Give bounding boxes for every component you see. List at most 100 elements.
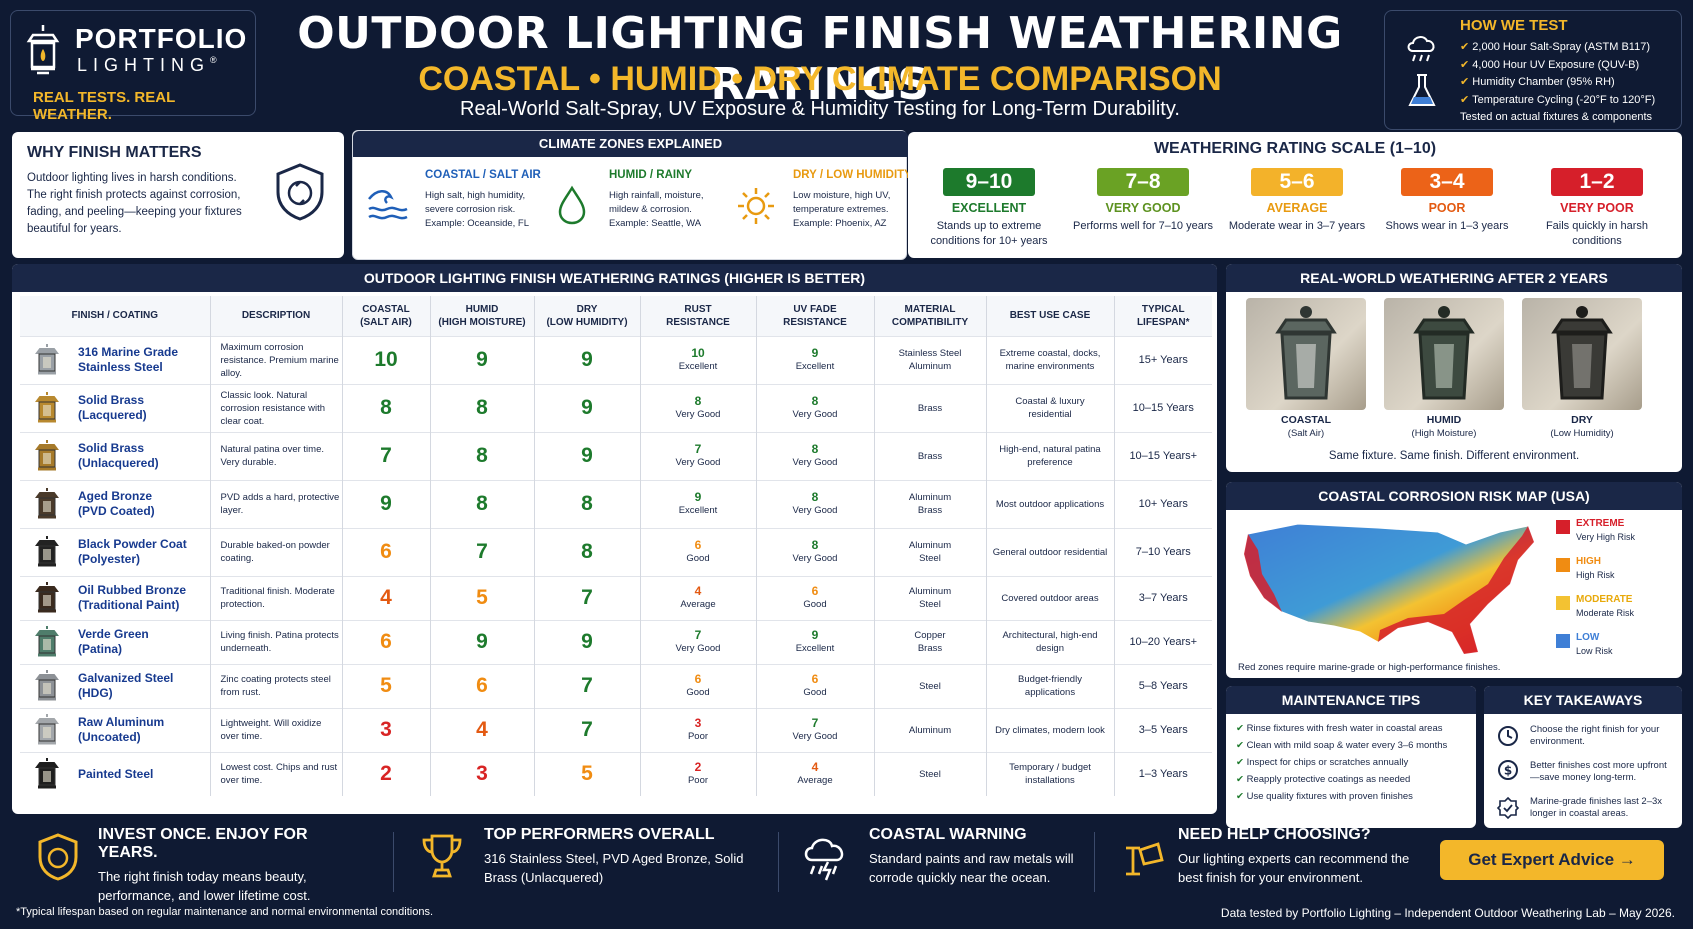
dry-rating: 8 <box>533 479 640 528</box>
zone-humid: HUMID / RAINY High rainfall, moisture, m… <box>543 165 728 257</box>
why-finish-panel: WHY FINISH MATTERS Outdoor lighting live… <box>12 132 344 258</box>
waves-icon <box>368 190 408 220</box>
scale-item: 1–2 VERY POOR Fails quickly in harsh condi… <box>1545 168 1649 247</box>
get-expert-advice-button[interactable]: Get Expert Advice → <box>1440 840 1664 880</box>
coastal-rating: 4 <box>341 575 430 620</box>
lantern-icon <box>35 758 59 789</box>
finish-name: Raw Aluminum (Uncoated) <box>78 715 165 744</box>
footer-need-help: NEED HELP CHOOSING? Our lighting experts … <box>1178 826 1410 885</box>
coastal-rating: 3 <box>341 707 430 752</box>
uv-rating: 9 Excellent <box>755 335 874 384</box>
takeaway-item: Choose the right finish for your environ… <box>1530 724 1660 747</box>
lifespan: 3–5 Years <box>1113 707 1212 752</box>
realworld-title: REAL-WORLD WEATHERING AFTER 2 YEARS <box>1226 264 1682 292</box>
zone-text: Low moisture, high UV, temperature extre… <box>793 190 891 229</box>
risk-map-panel: COASTAL CORROSION RISK MAP (USA) EXTREME… <box>1226 482 1682 678</box>
finish-description: Lowest cost. Chips and rust over time. <box>209 751 342 796</box>
uv-rating: 8 Very Good <box>755 431 874 480</box>
finish-description: Lightweight. Will oxidize over time. <box>209 707 342 752</box>
table-row: Aged Bronze (PVD Coated) PVD adds a hard,… <box>20 479 1212 528</box>
brand-reg: ® <box>210 55 217 65</box>
column-header: FINISH / COATING <box>20 296 210 336</box>
zone-coastal: COASTAL / SALT AIR High salt, high humid… <box>359 165 544 257</box>
dry-rating: 7 <box>533 663 640 708</box>
brand-name: PORTFOLIO <box>75 23 248 54</box>
material-compat: Steel <box>873 663 986 708</box>
rust-rating: 8 Very Good <box>639 383 756 432</box>
lifespan: 15+ Years <box>1113 335 1212 384</box>
takeaway-item: Marine-grade finishes last 2–3x longer i… <box>1530 796 1663 819</box>
rust-rating: 2 Poor <box>639 751 756 796</box>
lantern-icon <box>35 582 59 613</box>
zone-text: High rainfall, moisture, mildew & corros… <box>609 190 704 229</box>
how-item: ✔ 2,000 Hour Salt-Spray (ASTM B117) <box>1460 41 1650 53</box>
flask-icon <box>1408 74 1436 106</box>
finish-name: Verde Green (Patina) <box>78 627 149 656</box>
zones-title: CLIMATE ZONES EXPLAINED <box>353 131 908 157</box>
table-row: Verde Green (Patina) Living finish. Patin… <box>20 619 1212 664</box>
best-use: Covered outdoor areas <box>985 575 1114 620</box>
photo-label: DRY (Low Humidity) <box>1550 414 1614 439</box>
lifespan: 1–3 Years <box>1113 751 1212 796</box>
tip-item: ✔ Rinse fixtures with fresh water in coa… <box>1236 723 1443 734</box>
best-use: Budget-friendly applications <box>985 663 1114 708</box>
page-tagline: Real-World Salt-Spray, UV Exposure & Hum… <box>460 98 1180 120</box>
uv-rating: 9 Excellent <box>755 619 874 664</box>
shield-icon <box>276 163 324 221</box>
humid-rating: 8 <box>429 431 534 480</box>
footer-top-performers: TOP PERFORMERS OVERALL 316 Stainless Stee… <box>484 826 744 885</box>
coastal-rating: 8 <box>341 383 430 432</box>
finish-name: Solid Brass (Unlacquered) <box>78 441 159 470</box>
lifespan: 10+ Years <box>1113 479 1212 528</box>
riskmap-note: Red zones require marine-grade or high-p… <box>1238 662 1501 673</box>
maintenance-title: MAINTENANCE TIPS <box>1226 686 1476 714</box>
material-compat: Copper Brass <box>873 619 986 664</box>
lantern-icon <box>35 670 59 701</box>
clock-icon <box>1498 726 1518 746</box>
dry-photo <box>1522 298 1642 410</box>
uv-rating: 4 Average <box>755 751 874 796</box>
how-we-test-panel: HOW WE TEST ✔ 2,000 Hour Salt-Spray (AST… <box>1384 10 1682 130</box>
finish-name: Aged Bronze (PVD Coated) <box>78 489 155 518</box>
lantern-icon <box>35 344 59 375</box>
lifespan: 7–10 Years <box>1113 527 1212 576</box>
uv-rating: 7 Very Good <box>755 707 874 752</box>
brand-sub: LIGHTING <box>77 55 211 75</box>
best-use: General outdoor residential <box>985 527 1114 576</box>
zone-name: COASTAL / SALT AIR <box>425 169 541 181</box>
rust-rating: 9 Excellent <box>639 479 756 528</box>
humid-rating: 8 <box>429 479 534 528</box>
why-body: Outdoor lighting lives in harsh conditio… <box>27 172 242 235</box>
footer-coastal-warning: COASTAL WARNING Standard paints and raw m… <box>869 826 1074 885</box>
lifespan: 10–15 Years+ <box>1113 431 1212 480</box>
humid-rating: 4 <box>429 707 534 752</box>
photo-label: COASTAL (Salt Air) <box>1281 414 1331 439</box>
how-we-test-list: ✔ 2,000 Hour Salt-Spray (ASTM B117) ✔ 4,… <box>1460 39 1655 127</box>
zone-name: HUMID / RAINY <box>609 169 693 181</box>
page-subtitle: COASTAL • HUMID • DRY CLIMATE COMPARISON <box>418 60 1222 98</box>
humid-rating: 9 <box>429 335 534 384</box>
dry-rating: 5 <box>533 751 640 796</box>
trophy-icon <box>422 834 462 878</box>
dry-rating: 9 <box>533 431 640 480</box>
lantern-icon <box>35 488 59 519</box>
humid-rating: 8 <box>429 383 534 432</box>
scale-title: WEATHERING RATING SCALE (1–10) <box>1153 140 1437 157</box>
table-row: Solid Brass (Lacquered) Classic look. Nat… <box>20 383 1212 432</box>
best-use: Most outdoor applications <box>985 479 1114 528</box>
takeaways-panel: KEY TAKEAWAYS Choose the right finish fo… <box>1484 686 1682 828</box>
rust-rating: 7 Very Good <box>639 431 756 480</box>
coastal-rating: 2 <box>341 751 430 796</box>
how-note: Tested on actual fixtures & components <box>1460 111 1652 123</box>
coastal-photo <box>1246 298 1366 410</box>
ratings-table: FINISH / COATING DESCRIPTION COASTAL (SALT… <box>20 296 1212 796</box>
how-item: ✔ Humidity Chamber (95% RH) <box>1460 76 1615 88</box>
finish-name: 316 Marine Grade Stainless Steel <box>78 345 179 374</box>
how-item: ✔ 4,000 Hour UV Exposure (QUV-B) <box>1460 58 1640 71</box>
page-title: OUTDOOR LIGHTING FINISH WEATHERING RATIN… <box>297 8 1343 110</box>
tip-item: ✔ Use quality fixtures with proven finis… <box>1236 791 1413 802</box>
dry-rating: 9 <box>533 383 640 432</box>
uv-rating: 6 Good <box>755 663 874 708</box>
zone-text: High salt, high humidity, severe corrosi… <box>425 190 530 229</box>
dry-rating: 9 <box>533 619 640 664</box>
